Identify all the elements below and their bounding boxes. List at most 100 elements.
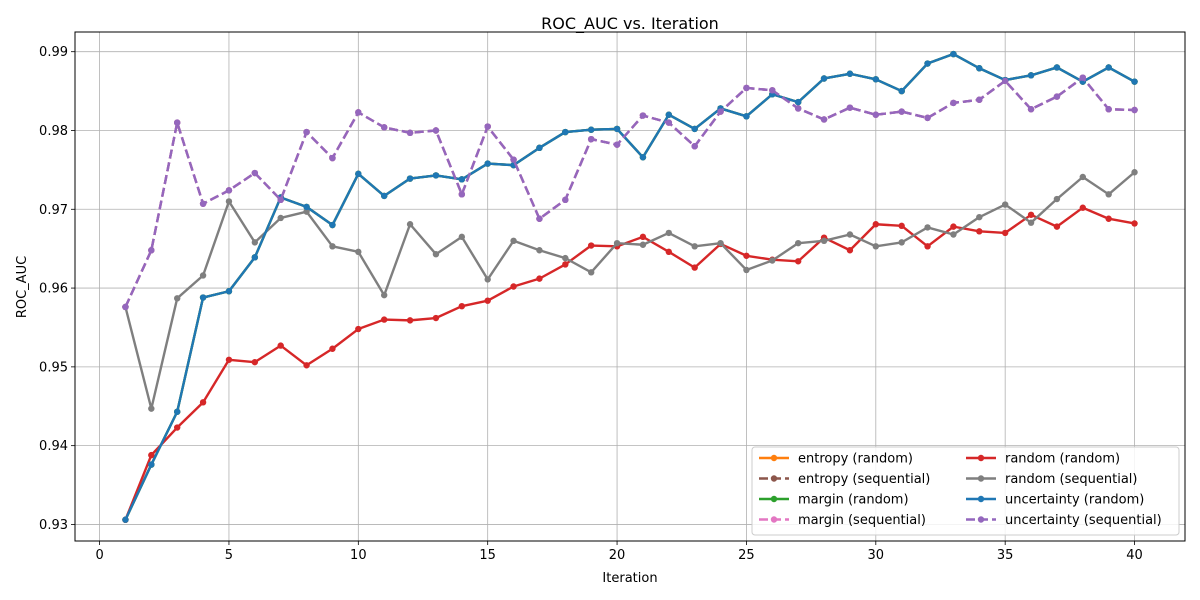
- y-tick-label: 0.96: [39, 282, 68, 297]
- data-point: [924, 243, 931, 250]
- x-axis-ticks: 0 5 10 15 20 25 30 35 40: [95, 541, 1143, 563]
- data-point: [174, 408, 181, 415]
- data-point: [251, 254, 259, 261]
- data-point: [872, 76, 880, 83]
- data-point: [976, 65, 983, 72]
- legend-box: [751, 446, 1180, 536]
- legend-swatch-marker: [770, 475, 778, 482]
- data-point: [510, 237, 517, 245]
- data-point: [225, 288, 233, 295]
- data-point: [665, 119, 673, 126]
- data-point: [587, 269, 595, 276]
- data-point: [303, 208, 310, 215]
- data-point: [950, 50, 957, 58]
- x-tick-label: 35: [997, 548, 1014, 563]
- data-point: [872, 221, 880, 228]
- data-point: [665, 229, 673, 237]
- data-point: [458, 302, 466, 310]
- legend: entropy (random) entropy (sequential) marg…: [751, 446, 1180, 536]
- data-point: [380, 124, 388, 131]
- series-line: [124, 171, 1136, 410]
- data-point: [1105, 215, 1112, 222]
- data-point: [1001, 201, 1009, 208]
- data-point: [199, 272, 207, 279]
- data-point: [562, 254, 569, 262]
- data-point: [924, 224, 931, 231]
- data-point: [148, 451, 155, 459]
- data-point: [639, 112, 647, 119]
- data-point: [122, 516, 129, 523]
- data-point: [794, 239, 802, 247]
- series-line: [124, 52, 1136, 521]
- data-point: [1027, 219, 1035, 226]
- data-point: [976, 228, 983, 235]
- data-point: [406, 175, 414, 182]
- data-point: [174, 424, 181, 431]
- data-point: [406, 317, 414, 324]
- data-point: [355, 170, 362, 178]
- data-point: [484, 160, 491, 167]
- data-point: [1053, 64, 1061, 71]
- data-point: [484, 276, 491, 283]
- data-point: [924, 114, 931, 122]
- legend-swatch-marker: [770, 454, 778, 462]
- legend-swatch-marker: [977, 454, 985, 462]
- data-point: [1001, 77, 1009, 85]
- x-tick-label: 5: [225, 548, 233, 563]
- data-point: [562, 196, 569, 204]
- data-point: [950, 231, 957, 238]
- data-point: [846, 231, 854, 238]
- data-point: [1079, 173, 1086, 181]
- series-lines: [122, 50, 1138, 523]
- data-point: [639, 154, 647, 161]
- data-point: [458, 191, 466, 198]
- data-point: [820, 75, 828, 82]
- data-point: [536, 247, 543, 254]
- y-tick-label: 0.97: [39, 203, 68, 218]
- legend-entry: random (random): [966, 452, 1120, 467]
- data-point: [1131, 169, 1138, 176]
- plot-frame: [74, 31, 1186, 542]
- data-point: [329, 221, 336, 229]
- y-axis-ticks: 0.93 0.94 0.95 0.96 0.97 0.98 0.99: [39, 45, 75, 533]
- chart-title: ROC_AUC vs. Iteration: [541, 14, 719, 34]
- data-point: [562, 261, 569, 268]
- data-point: [225, 198, 233, 205]
- data-point: [1053, 93, 1061, 100]
- data-point: [820, 237, 828, 245]
- data-point: [536, 144, 543, 152]
- data-point: [277, 342, 284, 349]
- data-point: [303, 128, 310, 136]
- data-point: [898, 87, 905, 95]
- data-point: [1105, 191, 1112, 198]
- y-tick-label: 0.95: [39, 360, 68, 375]
- data-point: [665, 111, 673, 118]
- data-point: [122, 303, 129, 311]
- data-point: [199, 294, 207, 301]
- data-point: [769, 257, 776, 264]
- data-point: [380, 316, 388, 323]
- data-point: [846, 247, 854, 254]
- legend-entry: margin (random): [759, 493, 909, 508]
- data-point: [769, 87, 776, 94]
- data-point: [1027, 72, 1035, 79]
- data-point: [510, 283, 517, 290]
- data-point: [898, 108, 905, 115]
- data-point: [536, 215, 543, 222]
- legend-swatch-marker: [977, 516, 985, 523]
- data-point: [1079, 204, 1086, 211]
- legend-entry: uncertainty (sequential): [966, 513, 1162, 528]
- data-point: [380, 291, 388, 299]
- data-point: [691, 143, 698, 150]
- data-point: [251, 358, 259, 366]
- legend-label: margin (random): [798, 493, 909, 508]
- data-point: [691, 264, 698, 271]
- data-point: [148, 405, 155, 412]
- data-point: [794, 105, 802, 112]
- y-tick-label: 0.99: [39, 45, 68, 60]
- data-point: [148, 247, 155, 254]
- legend-label: uncertainty (random): [1005, 493, 1144, 508]
- legend-entry: random (sequential): [966, 472, 1137, 487]
- data-point: [743, 113, 750, 120]
